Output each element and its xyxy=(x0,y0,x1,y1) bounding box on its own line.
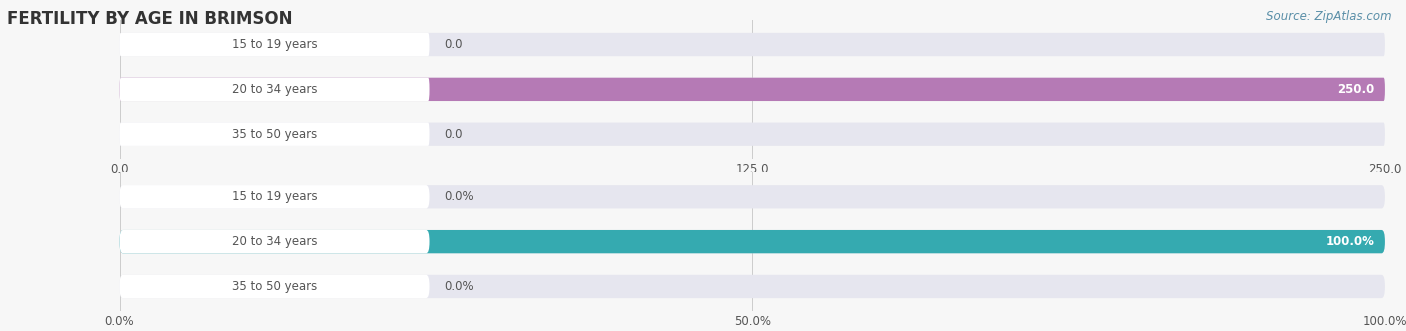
Text: 0.0: 0.0 xyxy=(444,128,463,141)
FancyBboxPatch shape xyxy=(120,33,430,56)
Text: 0.0: 0.0 xyxy=(444,38,463,51)
Text: 0.0%: 0.0% xyxy=(444,280,474,293)
Text: FERTILITY BY AGE IN BRIMSON: FERTILITY BY AGE IN BRIMSON xyxy=(7,10,292,28)
Text: 35 to 50 years: 35 to 50 years xyxy=(232,280,318,293)
FancyBboxPatch shape xyxy=(120,230,430,253)
FancyBboxPatch shape xyxy=(120,78,1385,101)
Text: 20 to 34 years: 20 to 34 years xyxy=(232,83,318,96)
FancyBboxPatch shape xyxy=(120,275,430,298)
Text: Source: ZipAtlas.com: Source: ZipAtlas.com xyxy=(1267,10,1392,23)
Text: 250.0: 250.0 xyxy=(1337,83,1375,96)
FancyBboxPatch shape xyxy=(120,78,1385,101)
Text: 15 to 19 years: 15 to 19 years xyxy=(232,38,318,51)
Text: 15 to 19 years: 15 to 19 years xyxy=(232,190,318,203)
FancyBboxPatch shape xyxy=(120,275,1385,298)
FancyBboxPatch shape xyxy=(120,33,1385,56)
FancyBboxPatch shape xyxy=(120,230,1385,253)
Text: 0.0%: 0.0% xyxy=(444,190,474,203)
FancyBboxPatch shape xyxy=(120,122,1385,146)
Text: 100.0%: 100.0% xyxy=(1326,235,1375,248)
Text: 35 to 50 years: 35 to 50 years xyxy=(232,128,318,141)
Text: 20 to 34 years: 20 to 34 years xyxy=(232,235,318,248)
FancyBboxPatch shape xyxy=(120,122,430,146)
FancyBboxPatch shape xyxy=(120,185,1385,209)
FancyBboxPatch shape xyxy=(120,78,430,101)
FancyBboxPatch shape xyxy=(120,230,1385,253)
FancyBboxPatch shape xyxy=(120,185,430,209)
